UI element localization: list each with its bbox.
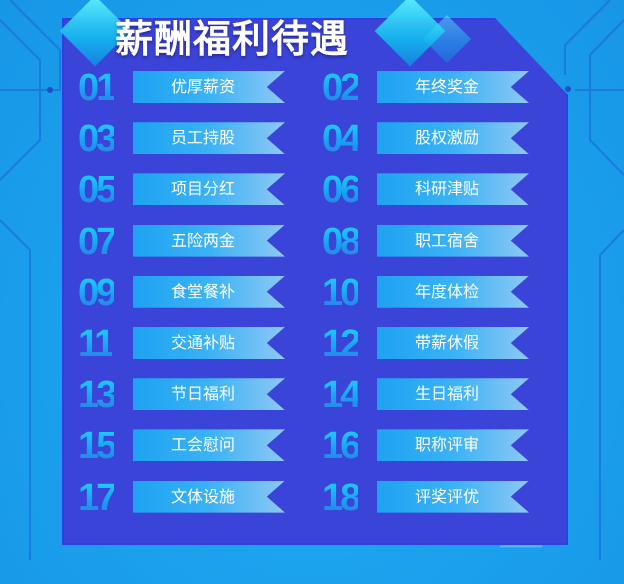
item-number: 12 bbox=[322, 323, 361, 365]
item-number: 01 bbox=[78, 67, 117, 109]
benefit-item: 01 优厚薪资 bbox=[78, 67, 318, 109]
item-ribbon-label: 员工持股 bbox=[133, 122, 285, 155]
item-number: 14 bbox=[322, 374, 361, 417]
item-ribbon-label: 节日福利 bbox=[133, 378, 285, 411]
benefit-item: 17 文体设施 bbox=[78, 477, 318, 519]
item-ribbon-label: 生日福利 bbox=[377, 378, 529, 411]
benefit-item: 12 带薪休假 bbox=[322, 323, 562, 365]
item-ribbon-label: 项目分红 bbox=[133, 173, 285, 206]
benefit-item: 10 年度体检 bbox=[322, 272, 562, 314]
item-ribbon-label: 股权激励 bbox=[377, 122, 529, 155]
item-ribbon-label: 科研津贴 bbox=[377, 173, 529, 206]
item-ribbon-label: 年终奖金 bbox=[377, 71, 529, 103]
item-ribbon-label: 带薪休假 bbox=[377, 327, 529, 359]
benefit-item: 07 五险两金 bbox=[78, 221, 318, 263]
item-number: 02 bbox=[322, 67, 361, 109]
item-ribbon-label: 优厚薪资 bbox=[133, 71, 285, 103]
item-number: 17 bbox=[78, 476, 117, 519]
item-ribbon-label: 食堂餐补 bbox=[133, 275, 285, 308]
benefit-item: 16 职称评审 bbox=[322, 425, 562, 467]
item-number: 13 bbox=[78, 374, 117, 417]
benefit-item: 18 评奖评优 bbox=[322, 477, 562, 519]
benefit-item: 06 科研津贴 bbox=[322, 169, 562, 211]
item-ribbon-label: 年度体检 bbox=[377, 275, 529, 308]
item-number: 03 bbox=[78, 118, 117, 161]
item-ribbon-label: 评奖评优 bbox=[377, 480, 529, 513]
item-ribbon-label: 工会慰问 bbox=[133, 429, 285, 462]
item-number: 10 bbox=[322, 271, 361, 314]
benefit-item: 08 职工宿舍 bbox=[322, 221, 562, 263]
item-number: 11 bbox=[78, 323, 115, 365]
item-number: 05 bbox=[78, 169, 117, 212]
item-number: 15 bbox=[78, 425, 117, 468]
item-ribbon-label: 职工宿舍 bbox=[377, 224, 529, 257]
benefit-item: 04 股权激励 bbox=[322, 118, 562, 160]
item-number: 07 bbox=[78, 220, 117, 263]
benefit-item: 09 食堂餐补 bbox=[78, 272, 318, 314]
item-number: 04 bbox=[322, 118, 361, 161]
benefit-item: 14 生日福利 bbox=[322, 374, 562, 416]
benefit-item: 13 节日福利 bbox=[78, 374, 318, 416]
page-title: 薪酬福利待遇 bbox=[115, 17, 350, 61]
item-number: 18 bbox=[322, 476, 361, 519]
item-number: 08 bbox=[322, 220, 361, 263]
item-number: 06 bbox=[322, 169, 361, 212]
item-ribbon-label: 交通补贴 bbox=[133, 327, 285, 359]
item-ribbon-label: 职称评审 bbox=[377, 429, 529, 462]
benefit-item: 02 年终奖金 bbox=[322, 67, 562, 109]
item-number: 16 bbox=[322, 425, 361, 468]
item-ribbon-label: 文体设施 bbox=[133, 480, 285, 513]
item-ribbon-label: 五险两金 bbox=[133, 224, 285, 257]
benefit-item: 05 项目分红 bbox=[78, 169, 318, 211]
item-number: 09 bbox=[78, 271, 117, 314]
benefit-item: 11 交通补贴 bbox=[78, 323, 318, 365]
benefit-item: 03 员工持股 bbox=[78, 118, 318, 160]
benefit-item: 15 工会慰问 bbox=[78, 425, 318, 467]
